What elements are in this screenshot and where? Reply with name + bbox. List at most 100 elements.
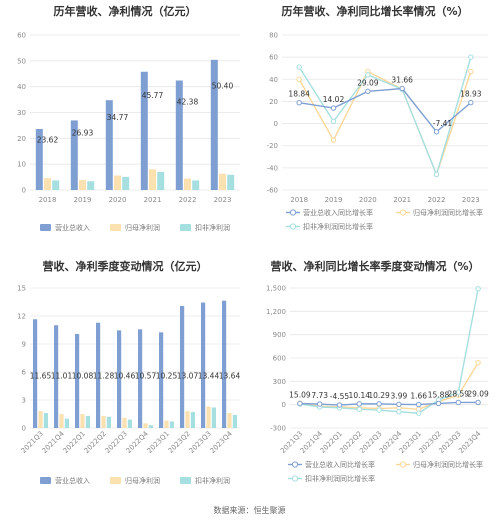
y-tick-label: -20 xyxy=(267,142,278,150)
legend-swatch xyxy=(180,477,191,484)
legend-label: 归母净利润同比增长率 xyxy=(413,460,483,469)
data-label: -4.55 xyxy=(330,392,350,401)
data-label: 50.40 xyxy=(212,81,234,90)
x-tick-label: 2023 xyxy=(462,196,480,204)
y-tick-label: 12 xyxy=(17,313,26,321)
data-point xyxy=(336,402,343,408)
data-point xyxy=(433,129,440,135)
legend-label: 扣非净利润同比增长率 xyxy=(305,474,375,483)
x-tick-label: 2018 xyxy=(290,196,308,204)
y-tick-label: 80 xyxy=(269,32,278,40)
legend-label: 归母净利润 xyxy=(125,476,160,485)
bar-deducted-profit xyxy=(43,413,48,428)
bar-deducted-profit xyxy=(169,421,174,428)
y-tick-label: 20 xyxy=(17,135,26,143)
bar-deducted-profit xyxy=(157,171,165,190)
data-label: 29.09 xyxy=(357,78,379,87)
bar-revenue xyxy=(75,333,80,428)
legend-label: 归母净利润同比增长率 xyxy=(413,208,483,217)
bar-revenue xyxy=(140,71,148,190)
legend-swatch xyxy=(110,477,121,484)
data-label: 18.84 xyxy=(288,90,310,99)
bar-deducted-profit xyxy=(52,180,60,190)
data-label: 11.28 xyxy=(93,372,115,381)
bar-net-profit xyxy=(149,169,156,190)
bar-revenue xyxy=(117,330,122,428)
bar-net-profit xyxy=(79,179,86,190)
bar-net-profit xyxy=(114,175,121,190)
chart-panel-quarterly-growth: 营收、净利同比增长率季度变动情况（%） -300 0 300 600 900 1,200 1… xyxy=(250,250,499,505)
legend-marker xyxy=(399,209,407,216)
data-label: 29.09 xyxy=(467,389,489,398)
data-label: -7.41 xyxy=(433,119,453,128)
data-label: 1.66 xyxy=(410,392,427,401)
y-tick-label: 0 xyxy=(22,425,26,433)
data-label: 10.25 xyxy=(156,372,178,381)
data-point xyxy=(475,359,481,366)
bar-net-profit xyxy=(122,417,127,428)
legend-label: 扣非净利润 xyxy=(195,223,230,232)
data-label: 11.01 xyxy=(51,372,73,381)
data-label: 10.08 xyxy=(72,372,94,381)
data-point xyxy=(297,400,303,407)
data-point xyxy=(317,401,323,407)
x-tick-label: 2023Q4 xyxy=(209,429,235,455)
bar-revenue xyxy=(33,319,38,428)
data-point xyxy=(356,406,363,413)
quarterly-revenue-bar-chart: 036912152021Q32021Q42022Q12022Q22022Q320… xyxy=(17,285,240,486)
data-label: 14.02 xyxy=(323,95,345,104)
chart-title: 历年营收、净利情况（亿元） xyxy=(53,5,197,18)
data-label: 34.77 xyxy=(107,113,129,122)
legend-marker xyxy=(289,223,297,230)
data-point xyxy=(455,399,462,406)
data-point xyxy=(396,401,402,408)
bar-deducted-profit xyxy=(127,419,132,428)
bar-net-profit xyxy=(184,178,191,190)
data-point xyxy=(468,54,474,60)
y-tick-label: 20 xyxy=(269,98,278,106)
y-tick-label: 10 xyxy=(17,161,26,169)
bar-net-profit xyxy=(59,414,64,428)
bar-deducted-profit xyxy=(64,418,69,428)
x-tick-label: 2021 xyxy=(393,196,411,204)
y-tick-label: 900 xyxy=(273,331,286,339)
annual-growth-line-chart: -60 -40 -20 0 20 40 60 80 2018 2019 2020 2021 2022 20… xyxy=(267,32,488,231)
bar-deducted-profit xyxy=(227,174,235,190)
bar-deducted-profit xyxy=(211,407,216,428)
bar-revenue xyxy=(210,59,218,190)
bar-revenue xyxy=(138,329,143,428)
chart-title: 营收、净利同比增长率季度变动情况（%） xyxy=(270,260,480,273)
bar-deducted-profit xyxy=(148,425,153,428)
bar-net-profit xyxy=(185,411,190,428)
bar-revenue xyxy=(175,80,183,190)
data-label: 13.07 xyxy=(177,372,199,381)
legend-swatch xyxy=(180,224,191,231)
annual-revenue-bar-chart: 0 10 20 30 40 50 60 2018 2019 2020 2021 2022 2023 23.… xyxy=(17,32,240,232)
series-line xyxy=(299,401,479,406)
y-tick-label: -60 xyxy=(267,187,278,195)
bar-revenue xyxy=(96,322,101,428)
data-point xyxy=(296,76,302,82)
bar-revenue xyxy=(222,300,227,428)
data-point xyxy=(475,399,481,406)
bar-revenue xyxy=(35,128,43,190)
y-tick-label: 9 xyxy=(22,341,26,349)
y-tick-label: 1,200 xyxy=(266,308,286,316)
y-tick-label: 40 xyxy=(17,83,26,91)
y-tick-label: 1,500 xyxy=(266,285,286,293)
data-point xyxy=(396,408,402,415)
data-label: 45.77 xyxy=(142,91,164,100)
bar-deducted-profit xyxy=(192,180,200,190)
data-point xyxy=(296,64,302,70)
x-tick-label: 2021 xyxy=(144,196,162,204)
data-label: 11.65 xyxy=(30,372,52,381)
data-source-note: 数据来源：恒生聚源 xyxy=(213,506,286,515)
data-label: 23.62 xyxy=(37,135,59,144)
y-tick-label: -300 xyxy=(270,425,286,433)
legend-label: 扣非净利润同比增长率 xyxy=(303,222,373,231)
bar-revenue xyxy=(105,100,113,190)
data-point xyxy=(296,100,302,106)
bar-revenue xyxy=(201,302,206,428)
bar-deducted-profit xyxy=(232,414,237,428)
legend-marker xyxy=(291,475,299,482)
